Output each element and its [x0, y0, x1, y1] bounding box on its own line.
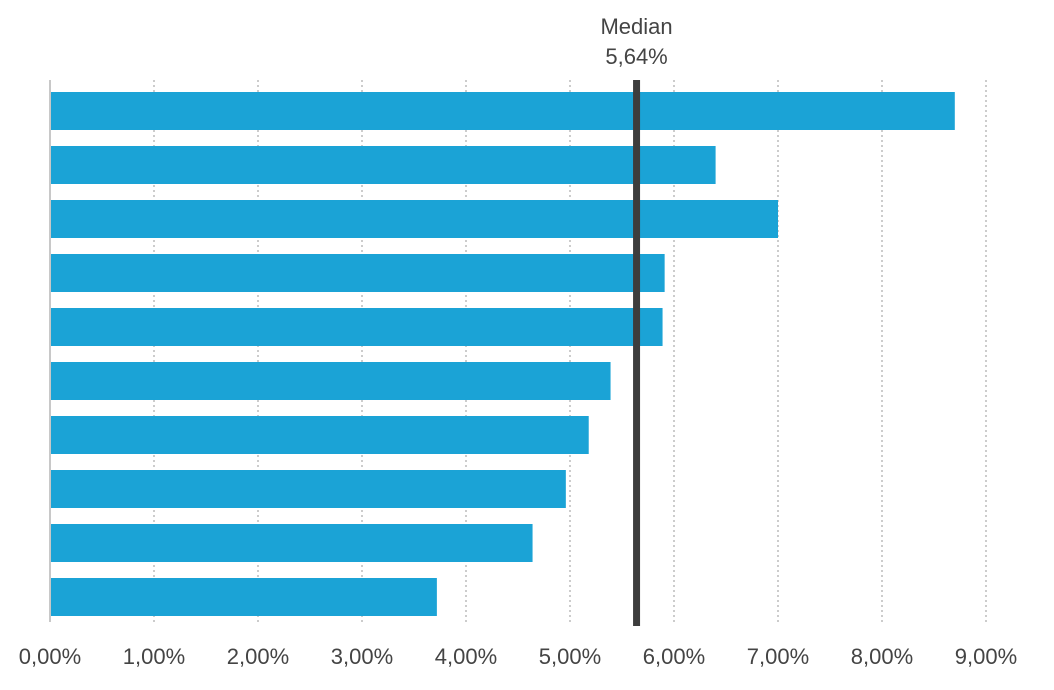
bar: [51, 416, 589, 454]
x-tick-label: 8,00%: [851, 644, 913, 669]
bar: [51, 308, 663, 346]
bar: [51, 578, 437, 616]
x-tick-label: 6,00%: [643, 644, 705, 669]
bar: [51, 362, 611, 400]
x-tick-label: 3,00%: [331, 644, 393, 669]
bar: [51, 146, 716, 184]
bar: [51, 470, 566, 508]
median-value-label: 5,64%: [605, 44, 667, 69]
bars: [51, 92, 955, 616]
median-label: Median: [600, 14, 672, 39]
x-tick-label: 4,00%: [435, 644, 497, 669]
x-tick-label: 1,00%: [123, 644, 185, 669]
bar: [51, 200, 778, 238]
x-axis-tick-labels: 0,00% 1,00% 2,00% 3,00% 4,00% 5,00% 6,00% 7,00%…: [19, 644, 1017, 669]
x-tick-label: 5,00%: [539, 644, 601, 669]
x-tick-label: 0,00%: [19, 644, 81, 669]
x-tick-label: 2,00%: [227, 644, 289, 669]
bar: [51, 92, 955, 130]
x-tick-label: 7,00%: [747, 644, 809, 669]
x-tick-label: 9,00%: [955, 644, 1017, 669]
bar: [51, 524, 533, 562]
bar: [51, 254, 665, 292]
